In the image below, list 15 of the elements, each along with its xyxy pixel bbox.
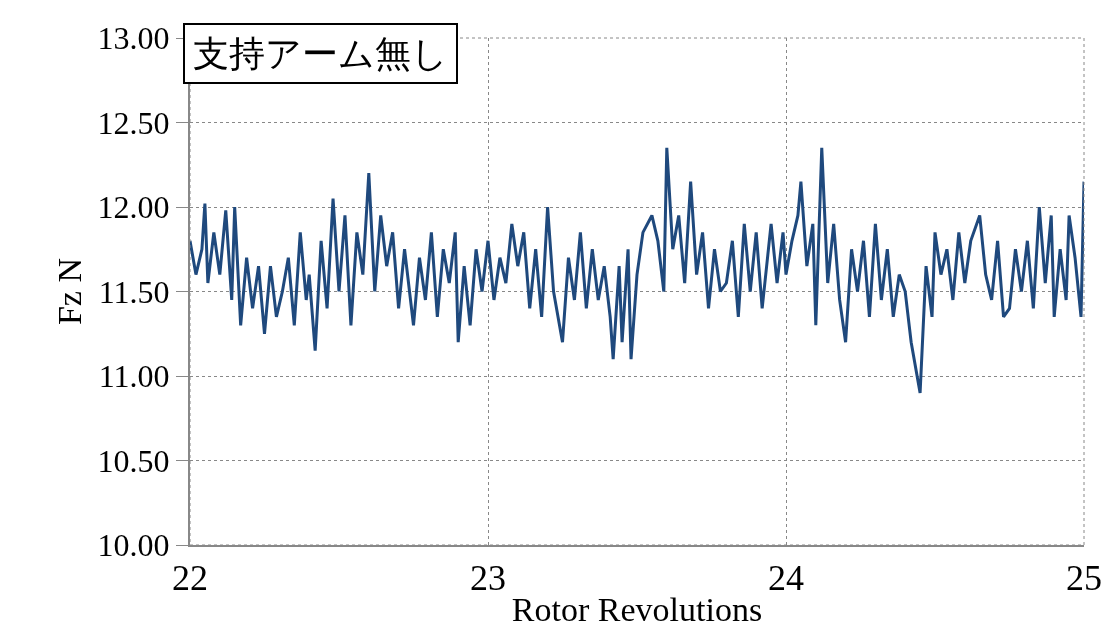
y-tick-label: 10.00: [97, 527, 170, 564]
x-tick-label: 22: [172, 558, 208, 599]
y-tick-label: 10.50: [97, 442, 170, 479]
annotation: 支持アーム無し: [193, 33, 448, 74]
y-tick-label: 11.50: [98, 273, 170, 310]
y-tick-label: 13.00: [97, 20, 170, 57]
x-tick-label: 25: [1066, 558, 1102, 599]
x-tick-label: 24: [768, 558, 804, 599]
y-tick-label: 11.00: [98, 358, 170, 395]
line-series: [190, 146, 1084, 395]
x-tick-label: 23: [470, 558, 506, 599]
y-tick-label: 12.50: [97, 104, 170, 141]
y-tick-label: 12.00: [97, 189, 170, 226]
x-axis-title: Rotor Revolutions: [511, 591, 763, 628]
y-axis-title: Fz N: [50, 257, 88, 326]
